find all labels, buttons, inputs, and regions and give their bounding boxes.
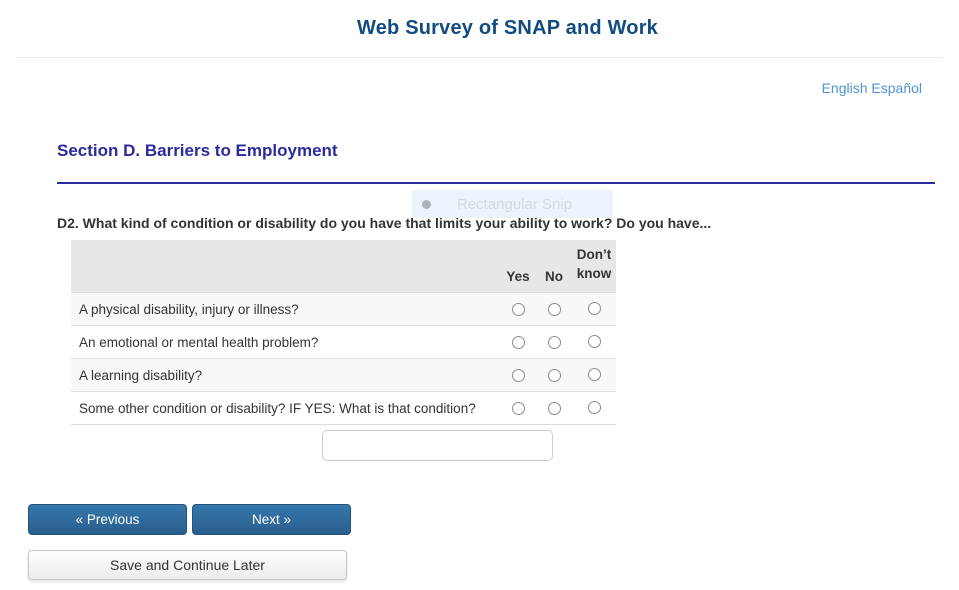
- row-label: Some other condition or disability? IF Y…: [79, 400, 476, 416]
- row-label: An emotional or mental health problem?: [79, 334, 319, 350]
- save-and-continue-button[interactable]: Save and Continue Later: [28, 550, 347, 580]
- table-row: A physical disability, injury or illness…: [71, 292, 616, 325]
- question-text: D2. What kind of condition or disability…: [57, 215, 712, 231]
- row-label: A learning disability?: [79, 367, 203, 383]
- table-row: Some other condition or disability? IF Y…: [71, 391, 616, 424]
- radio-dont-know[interactable]: [587, 401, 601, 415]
- row-label: A physical disability, injury or illness…: [79, 301, 299, 317]
- radio-yes[interactable]: [511, 303, 525, 317]
- section-divider: [57, 182, 935, 184]
- radio-no[interactable]: [547, 336, 561, 350]
- language-link-espanol[interactable]: Español: [871, 80, 922, 96]
- radio-no[interactable]: [547, 402, 561, 416]
- snip-dot-icon: [422, 199, 431, 209]
- radio-yes[interactable]: [511, 402, 525, 416]
- other-condition-input[interactable]: [322, 430, 553, 461]
- radio-dont-know[interactable]: [587, 335, 601, 349]
- language-switcher: English Español: [822, 80, 922, 96]
- column-header-dont-know: Don’t know: [576, 247, 612, 282]
- radio-no[interactable]: [547, 303, 561, 317]
- question-table: Yes No Don’t know A physical disability,…: [71, 240, 616, 425]
- radio-dont-know[interactable]: [587, 302, 601, 316]
- rectangular-snip-tooltip: Rectangular Snip: [412, 190, 613, 218]
- page-title: Web Survey of SNAP and Work: [356, 17, 659, 39]
- table-row: A learning disability?: [71, 358, 616, 391]
- column-header-no: No: [545, 269, 563, 284]
- radio-dont-know[interactable]: [587, 368, 601, 382]
- language-link-english[interactable]: English: [821, 80, 868, 96]
- radio-yes[interactable]: [511, 369, 525, 383]
- table-row: An emotional or mental health problem?: [71, 325, 616, 358]
- previous-button[interactable]: « Previous: [28, 504, 187, 535]
- next-button[interactable]: Next »: [192, 504, 351, 535]
- section-title: Section D. Barriers to Employment: [57, 141, 338, 160]
- header-divider: [16, 57, 943, 58]
- column-header-yes: Yes: [506, 269, 530, 284]
- table-header-row: Yes No Don’t know: [71, 240, 616, 292]
- radio-yes[interactable]: [511, 336, 525, 350]
- radio-no[interactable]: [547, 369, 561, 383]
- snip-tooltip-label: Rectangular Snip: [457, 195, 573, 213]
